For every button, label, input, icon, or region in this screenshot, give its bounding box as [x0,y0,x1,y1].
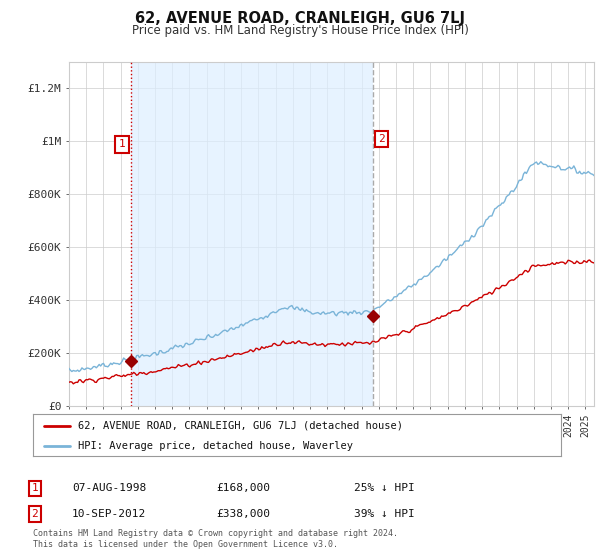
Text: 25% ↓ HPI: 25% ↓ HPI [354,483,415,493]
Text: 2: 2 [379,134,385,144]
Text: 62, AVENUE ROAD, CRANLEIGH, GU6 7LJ (detached house): 62, AVENUE ROAD, CRANLEIGH, GU6 7LJ (det… [78,421,403,431]
Text: 10-SEP-2012: 10-SEP-2012 [72,509,146,519]
Text: 2: 2 [31,509,38,519]
Text: £168,000: £168,000 [216,483,270,493]
Text: Price paid vs. HM Land Registry's House Price Index (HPI): Price paid vs. HM Land Registry's House … [131,24,469,36]
Text: 1: 1 [31,483,38,493]
Text: £338,000: £338,000 [216,509,270,519]
Bar [131,62,373,406]
Text: 62, AVENUE ROAD, CRANLEIGH, GU6 7LJ: 62, AVENUE ROAD, CRANLEIGH, GU6 7LJ [135,11,465,26]
Text: 39% ↓ HPI: 39% ↓ HPI [354,509,415,519]
Text: Contains HM Land Registry data © Crown copyright and database right 2024.
This d: Contains HM Land Registry data © Crown c… [33,529,398,549]
Text: 1: 1 [119,139,125,150]
Text: 07-AUG-1998: 07-AUG-1998 [72,483,146,493]
Text: HPI: Average price, detached house, Waverley: HPI: Average price, detached house, Wave… [78,441,353,451]
